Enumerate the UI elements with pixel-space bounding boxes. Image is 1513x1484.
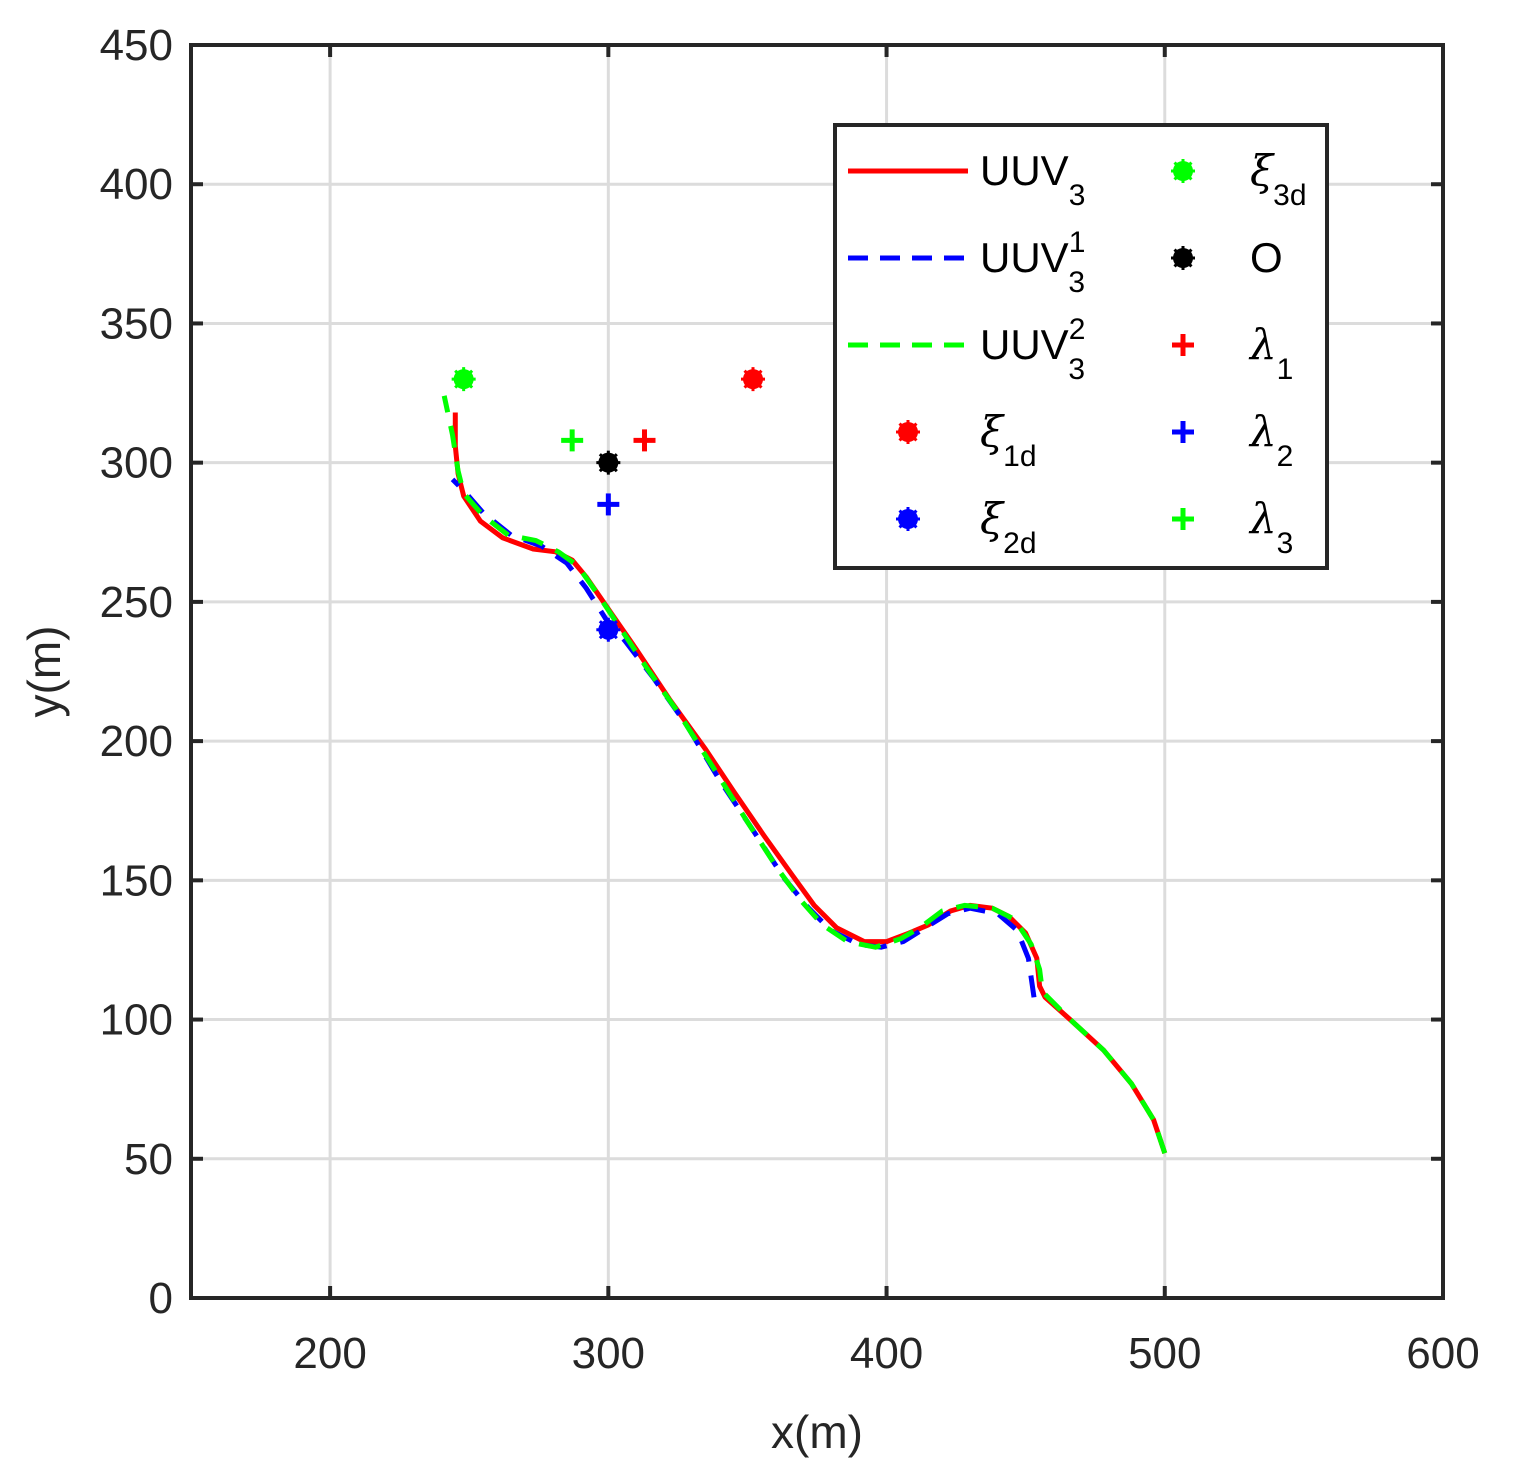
marker-ray bbox=[898, 422, 918, 442]
y-tick-label: 200 bbox=[100, 717, 173, 766]
marker-ray bbox=[1173, 248, 1193, 268]
y-tick-label: 400 bbox=[100, 160, 173, 209]
marker-point-4 bbox=[596, 450, 621, 475]
x-tick-label: 300 bbox=[572, 1329, 645, 1378]
marker-ray bbox=[1173, 161, 1193, 181]
y-tick-label: 100 bbox=[100, 996, 173, 1045]
series-line-3 bbox=[441, 395, 1168, 1154]
marker-point-1 bbox=[741, 367, 766, 392]
series-layer bbox=[441, 395, 1168, 1154]
legend-label: ξ2d bbox=[980, 494, 1037, 560]
y-tick-label: 150 bbox=[100, 856, 173, 905]
x-tick-label: 200 bbox=[293, 1329, 366, 1378]
legend-marker bbox=[1172, 334, 1194, 356]
legend-marker bbox=[1172, 508, 1194, 530]
marker-ray bbox=[454, 369, 474, 389]
y-axis-label: y(m) bbox=[18, 626, 70, 718]
legend-label: O bbox=[1250, 234, 1283, 281]
legend-marker bbox=[896, 507, 920, 531]
x-tick-label: 600 bbox=[1406, 1329, 1479, 1378]
legend-label: λ3 bbox=[1248, 494, 1293, 560]
legend-marker bbox=[1171, 159, 1195, 183]
y-tick-label: 350 bbox=[100, 299, 173, 348]
marker-ray bbox=[598, 620, 618, 640]
x-tick-label: 400 bbox=[850, 1329, 923, 1378]
series-line-1 bbox=[452, 412, 1168, 1154]
marker-point-2 bbox=[596, 617, 621, 642]
legend-label: ξ3d bbox=[1250, 146, 1307, 212]
y-tick-label: 300 bbox=[100, 439, 173, 488]
legend-label: ξ1d bbox=[980, 407, 1037, 473]
legend-label: λ1 bbox=[1248, 320, 1293, 386]
y-tick-label: 450 bbox=[100, 21, 173, 70]
y-tick-label: 50 bbox=[124, 1135, 173, 1184]
legend-label: UUV1 3 bbox=[980, 226, 1085, 299]
marker-point-3 bbox=[451, 367, 476, 392]
plot-frame bbox=[189, 43, 1445, 1300]
markers-layer bbox=[451, 367, 766, 642]
x-axis-label: x(m) bbox=[771, 1406, 863, 1458]
legend-marker bbox=[1172, 421, 1194, 443]
ticks: 200 300 400 500 600 0 50 100 150 200 250 300 350 400 4… bbox=[100, 21, 1480, 1378]
legend-label: λ2 bbox=[1248, 407, 1293, 473]
legend-label: UUV2 3 bbox=[980, 313, 1085, 386]
marker-ray bbox=[898, 509, 918, 529]
legend-label: UUV3 bbox=[980, 147, 1085, 212]
marker-ray bbox=[598, 453, 618, 473]
y-tick-label: 250 bbox=[100, 578, 173, 627]
y-tick-label: 0 bbox=[149, 1274, 173, 1323]
marker-ray bbox=[743, 369, 763, 389]
x-tick-label: 500 bbox=[1128, 1329, 1201, 1378]
marker-point-6 bbox=[597, 493, 620, 516]
legend-marker bbox=[1171, 246, 1195, 270]
marker-point-7 bbox=[561, 429, 584, 452]
legend-marker bbox=[896, 420, 920, 444]
marker-point-5 bbox=[633, 429, 656, 452]
legend: UUV3 ξ3d UUV1 3 O UUV2 3 λ1 ξ1d λ2 ξ2d λ3 bbox=[833, 123, 1329, 570]
